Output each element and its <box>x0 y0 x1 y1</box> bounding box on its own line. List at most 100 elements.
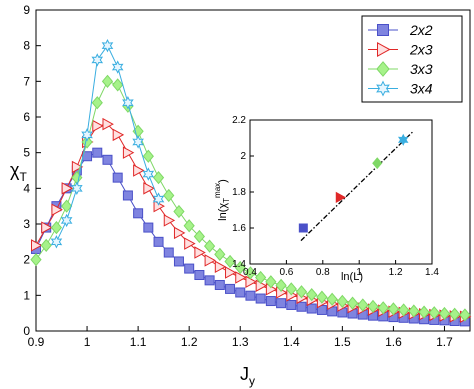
marker <box>50 235 63 249</box>
marker <box>255 270 267 285</box>
y-tick-label: 8 <box>23 39 30 53</box>
marker <box>81 135 93 149</box>
x-tick-label: 1.7 <box>436 335 453 349</box>
marker <box>61 199 73 213</box>
inset-frame <box>249 119 433 265</box>
marker <box>184 237 196 250</box>
marker <box>398 303 410 317</box>
marker <box>255 293 266 304</box>
inset-x-tick-label: 1.4 <box>425 267 439 278</box>
marker <box>101 38 114 53</box>
y-tick-label: 7 <box>23 74 30 88</box>
y-tick-label: 1 <box>23 288 30 302</box>
legend-label: 2x3 <box>409 42 433 58</box>
marker <box>152 192 165 206</box>
marker <box>336 294 348 309</box>
y-tick-label: 5 <box>23 146 30 160</box>
marker <box>143 182 155 195</box>
marker <box>193 229 205 244</box>
marker <box>367 299 379 314</box>
marker <box>408 304 420 318</box>
marker <box>152 171 165 185</box>
x-axis-label: Jy <box>240 364 255 388</box>
marker <box>326 292 338 306</box>
marker <box>184 263 195 274</box>
marker <box>377 42 391 57</box>
marker <box>142 167 155 181</box>
y-tick-label: 2 <box>23 253 30 267</box>
marker <box>61 182 74 195</box>
marker <box>377 301 389 315</box>
marker <box>183 219 195 233</box>
marker <box>173 226 186 240</box>
marker <box>387 302 400 316</box>
marker <box>71 181 83 196</box>
marker <box>214 279 225 290</box>
inset-y-sup: max <box>213 183 222 198</box>
marker <box>376 61 390 77</box>
marker <box>122 146 135 159</box>
x-tick-label: 1.5 <box>334 335 351 349</box>
marker <box>245 290 256 301</box>
inset-x-tick-label: 1 <box>356 267 362 278</box>
marker <box>214 260 227 274</box>
marker <box>194 270 205 281</box>
marker <box>81 128 93 142</box>
marker <box>418 305 430 319</box>
marker <box>163 188 175 203</box>
y-label-main: χ <box>10 160 20 180</box>
inset-y-tick-label: 2.2 <box>232 115 246 126</box>
marker <box>296 301 307 312</box>
x-label-main: J <box>240 364 249 384</box>
marker <box>163 214 176 227</box>
marker <box>234 260 246 275</box>
inset-y-post: ) <box>217 179 229 183</box>
marker <box>31 239 43 252</box>
marker <box>335 191 347 204</box>
marker <box>91 53 104 67</box>
marker <box>275 278 287 292</box>
marker <box>265 275 277 289</box>
marker <box>449 307 461 321</box>
inset-y-tick-label: 1.4 <box>232 259 246 270</box>
inset-x-tick-label: 0.8 <box>316 267 330 278</box>
x-tick-label: 1.4 <box>283 335 300 349</box>
inset-y-label: ln(χTmax) <box>213 179 231 221</box>
marker <box>357 298 369 312</box>
marker <box>173 204 185 219</box>
marker <box>51 203 63 216</box>
legend-label: 3x3 <box>410 61 433 77</box>
marker <box>40 238 52 253</box>
marker <box>298 223 308 233</box>
plot-frame <box>35 9 471 332</box>
marker <box>276 298 287 309</box>
marker <box>459 308 471 322</box>
x-tick-label: 0.9 <box>28 335 45 349</box>
y-tick-label: 6 <box>23 110 30 124</box>
marker <box>306 287 318 302</box>
inset-y-tick-label: 2 <box>240 151 246 162</box>
y-tick-label: 0 <box>23 324 30 338</box>
inset-y-tick-label: 1.6 <box>232 223 246 234</box>
marker <box>153 236 164 247</box>
marker <box>316 290 328 304</box>
marker <box>235 271 247 284</box>
marker <box>91 96 103 110</box>
marker <box>224 254 236 269</box>
legend-label: 3x4 <box>410 81 433 97</box>
inset-x-label: ln(L) <box>341 271 363 283</box>
inset-y-tick-label: 1.8 <box>232 187 246 198</box>
marker <box>244 266 257 280</box>
marker <box>92 147 103 158</box>
marker <box>173 256 184 267</box>
marker <box>111 60 124 74</box>
marker <box>71 160 84 174</box>
marker <box>163 247 174 258</box>
x-tick-label: 1 <box>84 335 91 349</box>
marker <box>101 74 114 88</box>
marker <box>112 128 125 142</box>
marker <box>214 247 226 261</box>
marker <box>112 172 123 183</box>
marker <box>60 213 73 228</box>
inset-x-tick-label: 0.6 <box>279 267 293 278</box>
